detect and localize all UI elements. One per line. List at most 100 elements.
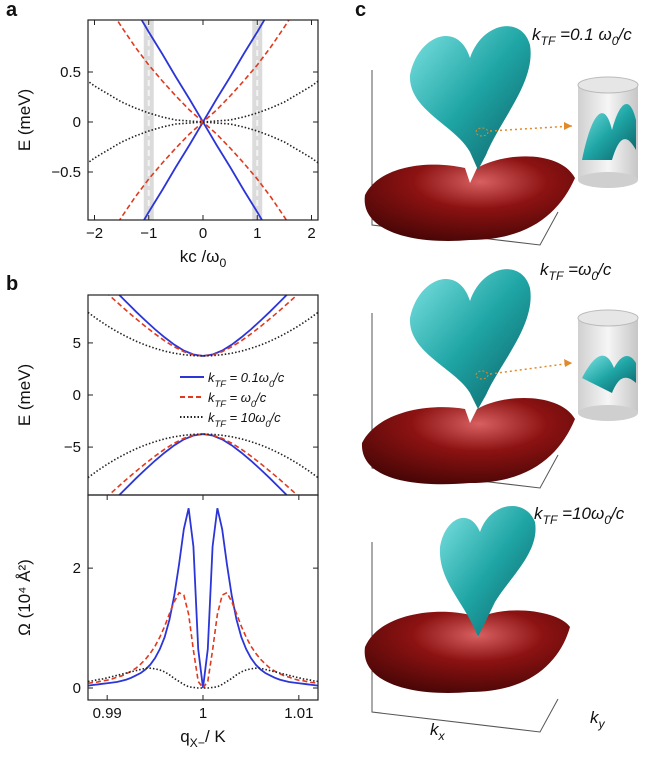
surface-plot: kTF =0.1 ω0/c xyxy=(364,25,639,246)
text-part: =10ω xyxy=(557,504,604,523)
x-tick-label: −2 xyxy=(86,225,103,242)
subscript: 0 xyxy=(265,419,271,429)
text-part: k xyxy=(540,260,550,279)
zoom-arrow xyxy=(489,362,573,375)
text-part: k xyxy=(208,410,216,425)
y-tick-label: 0 xyxy=(73,680,81,697)
subscript: TF xyxy=(215,379,228,389)
text-part: q xyxy=(180,727,189,746)
series-line xyxy=(116,20,290,124)
text-part: = 10ω xyxy=(226,410,265,425)
surface-plot: kTF =ω0/c xyxy=(361,260,639,489)
x-axis-label: kc /ω0 xyxy=(180,247,227,270)
series-line xyxy=(107,295,299,357)
subscript: 0 xyxy=(604,513,611,527)
x-tick-label: −1 xyxy=(140,225,157,242)
zoom-surface xyxy=(582,355,636,393)
series-line xyxy=(107,433,299,495)
plot-frame xyxy=(87,494,319,701)
text-part: = 0.1ω xyxy=(226,370,269,385)
series-line xyxy=(88,311,318,357)
series-line xyxy=(140,20,266,124)
text-part: /c xyxy=(618,25,633,44)
arrow-head xyxy=(564,359,572,367)
series-line xyxy=(88,667,318,689)
text-part: /c xyxy=(597,260,612,279)
legend-label: kTF = ω0/c xyxy=(208,390,267,409)
x-tick-label: 1 xyxy=(199,705,207,722)
x-tick-label: 1 xyxy=(253,225,261,242)
lower-band xyxy=(364,156,575,241)
y-tick-label: 0 xyxy=(73,387,81,404)
cylinder-top xyxy=(577,309,639,327)
arrow-head xyxy=(564,122,572,130)
text-part: /c xyxy=(273,370,285,385)
y-tick-label: 2 xyxy=(73,560,81,577)
subscript: TF xyxy=(543,513,559,527)
x-tick-label: 0.99 xyxy=(93,705,122,722)
x-tick-label: 1.01 xyxy=(284,705,313,722)
cylinder-top xyxy=(577,76,639,94)
axis-label: kx xyxy=(430,720,446,743)
surface-label: kTF =ω0/c xyxy=(540,260,612,283)
surface-label: kTF =0.1 ω0/c xyxy=(532,25,632,48)
zoom-marker xyxy=(475,370,489,380)
text-part: kc /ω xyxy=(180,247,220,266)
text-part: Ω (10⁴ Å²) xyxy=(15,559,34,636)
surface-label: kTF =10ω0/c xyxy=(534,504,625,527)
y-tick-label: 5 xyxy=(73,335,81,352)
series-line xyxy=(88,507,318,689)
subscript: 0 xyxy=(219,256,226,270)
panel-letter: c xyxy=(355,0,366,21)
text-part: /c xyxy=(610,504,625,523)
subscript: TF xyxy=(549,269,565,283)
surface-plot: kTF =10ω0/c kx ky xyxy=(364,504,625,743)
zoom-marker xyxy=(475,127,489,137)
zoom-surface xyxy=(582,103,636,160)
x-tick-label: 2 xyxy=(307,225,315,242)
subscript: TF xyxy=(215,419,228,429)
zoom-arrow xyxy=(489,125,573,132)
text-part: k xyxy=(532,25,542,44)
subscript: X− xyxy=(190,736,205,750)
text-part: /c xyxy=(270,410,282,425)
text-part: = ω xyxy=(226,390,251,405)
subscript: 0 xyxy=(269,379,275,389)
subscript: TF xyxy=(541,34,557,48)
y-tick-label: 0.5 xyxy=(60,64,81,81)
text-part: k xyxy=(534,504,544,523)
series-line xyxy=(118,120,288,220)
legend-label: kTF = 10ω0/c xyxy=(208,410,281,429)
text-part: k xyxy=(430,720,440,739)
lower-band xyxy=(361,398,575,485)
series-line xyxy=(88,433,318,479)
y-tick-label: 0 xyxy=(73,114,81,131)
plot-frame xyxy=(87,294,319,496)
upper-band xyxy=(409,269,531,409)
y-axis-label: E (meV) xyxy=(15,364,34,426)
legend-label: kTF = 0.1ω0/c xyxy=(208,370,285,389)
plot-frame xyxy=(87,19,319,221)
box-axes xyxy=(371,542,559,733)
subscript: TF xyxy=(215,399,228,409)
subscript: 0 xyxy=(251,399,257,409)
panel-letter: b xyxy=(6,273,18,295)
series-line xyxy=(88,121,318,164)
series-line xyxy=(88,80,318,123)
x-tick-label: 0 xyxy=(199,225,207,242)
upper-band xyxy=(439,505,536,637)
series-line xyxy=(118,433,288,495)
text-part: k xyxy=(208,370,216,385)
text-part: E (meV) xyxy=(15,89,34,151)
y-tick-label: −5 xyxy=(64,439,81,456)
text-part: / K xyxy=(205,727,226,746)
panel-letter: a xyxy=(6,0,18,21)
subscript: y xyxy=(598,717,606,731)
subscript: 0 xyxy=(591,269,598,283)
text-part: =0.1 ω xyxy=(555,25,611,44)
text-part: /c xyxy=(255,390,267,405)
upper-band xyxy=(409,26,531,171)
cylinder-bottom xyxy=(578,172,638,188)
